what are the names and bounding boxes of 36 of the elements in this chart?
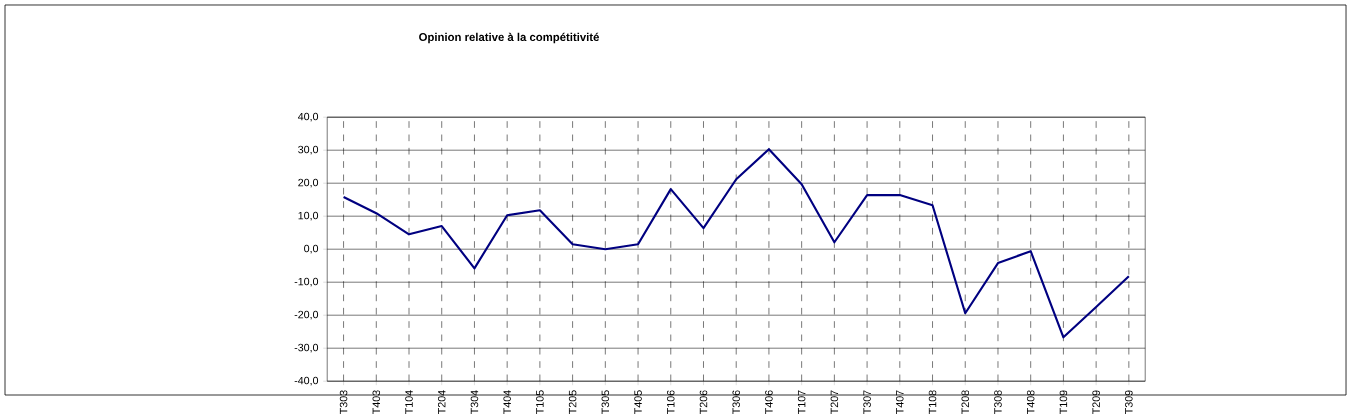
x-tick-label: T304 (470, 390, 479, 415)
x-tick-label: T108 (928, 390, 937, 415)
y-tick-label: 0,0 (304, 244, 319, 254)
x-tick-label: T305 (601, 390, 610, 415)
x-tick-label: T107 (797, 390, 806, 415)
x-tick-label: T109 (1059, 390, 1068, 415)
y-tick-label: -30,0 (294, 343, 319, 353)
x-tick-label: T208 (961, 390, 970, 415)
y-tick-label: 40,0 (297, 112, 319, 122)
x-tick-label: T309 (1125, 390, 1133, 415)
x-tick-label: T306 (732, 390, 740, 415)
x-tick-label: T206 (699, 390, 708, 415)
line-series (342, 148, 1130, 339)
x-tick-label: T403 (372, 390, 381, 415)
chart-title: Opinion relative à la compétitivité (419, 32, 599, 44)
x-tick-label: T303 (339, 390, 348, 415)
y-tick-label: -40,0 (294, 376, 319, 386)
x-tick-label: T106 (667, 390, 675, 415)
x-tick-label: T406 (765, 390, 773, 415)
y-tick-label: 20,0 (298, 178, 319, 188)
x-tick-label: T404 (503, 390, 511, 415)
x-tick-label: T209 (1092, 390, 1100, 415)
x-tick-label: T405 (634, 390, 642, 415)
x-tick-label: T207 (830, 390, 839, 415)
x-tick-label: T407 (896, 390, 904, 415)
y-tick-label: 10,0 (298, 211, 319, 221)
x-tick-label: T205 (568, 390, 577, 415)
y-tick-label: 30,0 (298, 145, 319, 155)
x-tick-label: T105 (536, 390, 544, 415)
x-tick-label: T408 (1026, 390, 1035, 415)
x-tick-label: T308 (994, 390, 1002, 415)
x-tick-label: T307 (863, 390, 871, 415)
y-tick-label: -20,0 (294, 310, 319, 320)
x-tick-label: T104 (405, 390, 413, 415)
y-tick-label: -10,0 (294, 277, 319, 287)
x-tick-label: T204 (437, 390, 446, 415)
